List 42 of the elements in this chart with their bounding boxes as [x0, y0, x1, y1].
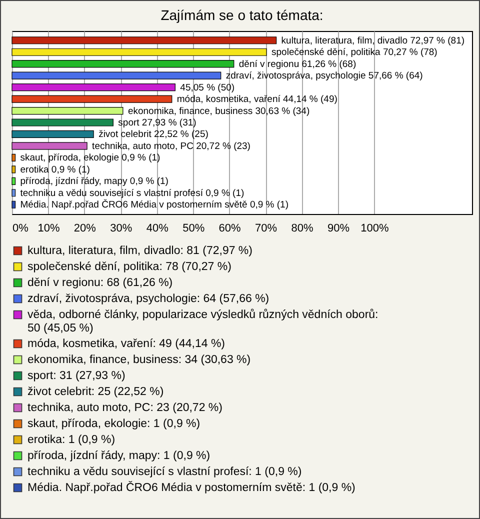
x-tick-label: 80% — [291, 222, 314, 234]
legend-label: technika, auto moto, PC: 23 (20,72 %) — [28, 402, 223, 414]
legend-label: erotika: 1 (0,9 %) — [28, 434, 116, 446]
data-label: skaut, příroda, ekologie 0,9 % (1) — [20, 152, 160, 164]
data-label: dění v regionu 61,26 % (68) — [238, 58, 356, 70]
data-label: móda, kosmetika, vaření 44,14 % (49) — [176, 94, 338, 106]
legend-label: příroda, jízdní řády, mapy: 1 (0,9 %) — [28, 450, 210, 462]
legend-label: skaut, příroda, ekologie: 1 (0,9 %) — [28, 418, 200, 430]
legend-label: dění v regionu: 68 (61,26 %) — [28, 276, 173, 289]
x-tick-label: 100% — [360, 222, 389, 234]
legend-label: Média. Např.pořad ČRO6 Média v postomerním světě: 1 (0,9 %) — [28, 480, 356, 494]
legend-label: sport: 31 (27,93 %) — [28, 370, 126, 382]
data-label: příroda, jízdní řády, mapy 0,9 % (1) — [20, 176, 168, 188]
x-tick-label: 70% — [255, 222, 278, 234]
legend-label: móda, kosmetika, vaření: 49 (44,14 %) — [28, 338, 226, 350]
x-tick-label: 50% — [182, 222, 205, 234]
x-tick-label: 40% — [146, 222, 169, 234]
legend-label: společenské dění, politika: 78 (70,27 %) — [28, 260, 232, 273]
x-tick-label: 30% — [110, 222, 132, 234]
x-tick-label: 10% — [38, 222, 60, 234]
legend-label: kultura, literatura, film, divadlo: 81 (72,97 %) — [28, 244, 253, 257]
data-label: společenské dění, politika 70,27 % (78) — [272, 47, 438, 58]
legend-label: zdraví, životospráva, psychologie: 64 (57,66 %) — [28, 292, 270, 305]
legend-label: život celebrit: 25 (22,52 %) — [28, 386, 164, 398]
data-label: kultura, literatura, film, divadlo 72,97 % (81) — [281, 35, 465, 46]
data-label: zdraví, životospráva, psychologie 57,66 % (64) — [226, 70, 423, 82]
data-label: sport 27,93 % (31) — [118, 118, 196, 128]
x-tick-label: 90% — [327, 222, 350, 234]
x-tick-label: 60% — [218, 222, 242, 234]
legend-label: věda, odborné články, popularizace výsledků různých vědních oborů: 50 (45,05 %) — [28, 308, 378, 334]
x-tick-label: 20% — [74, 222, 96, 234]
data-label: techniku a vědu související s vlastní profesí 0,9 % (1) — [20, 188, 244, 199]
data-label: 45,05 % (50) — [180, 82, 235, 94]
data-label: technika, auto moto, PC 20,72 % (23) — [92, 140, 250, 152]
data-label: Média. Např.pořad ČRO6 Média v postomerním světě 0,9 % (1) — [20, 198, 288, 211]
data-label: život celebrit 22,52 % (25) — [98, 129, 208, 140]
chart-title: Zajímám se o tato témata: — [160, 7, 324, 23]
data-label: ekonomika, finance, business 30,63 % (34) — [128, 106, 310, 117]
x-tick-label: 0% — [12, 222, 29, 234]
legend-label: ekonomika, finance, business: 34 (30,63 %) — [28, 354, 251, 366]
legend-label: techniku a vědu související s vlastní profesí: 1 (0,9 %) — [28, 466, 302, 478]
data-label: erotika 0,9 % (1) — [20, 164, 90, 176]
